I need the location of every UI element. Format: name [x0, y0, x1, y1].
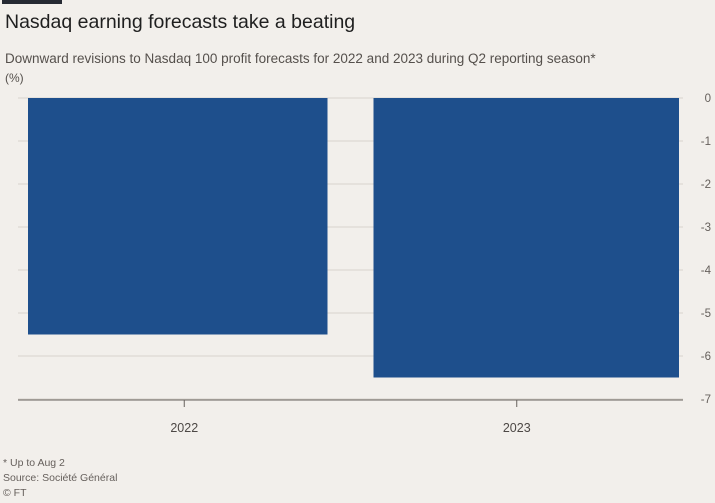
chart-subtitle: Downward revisions to Nasdaq 100 profit …	[5, 51, 596, 66]
copyright-note: © FT	[3, 487, 27, 499]
chart-title: Nasdaq earning forecasts take a beating	[5, 11, 356, 33]
brand-bar	[2, 0, 62, 4]
y-tick-label: -2	[701, 179, 711, 191]
y-tick-label: -4	[701, 265, 712, 277]
x-tick-label: 2022	[170, 421, 198, 435]
bar-2023	[373, 98, 679, 378]
y-tick-label: -6	[701, 351, 711, 363]
bar-2022	[28, 98, 328, 335]
y-axis-unit: (%)	[5, 71, 24, 85]
source-note: Source: Société Général	[3, 472, 118, 484]
y-tick-label: -7	[701, 394, 711, 406]
y-tick-label: -1	[701, 136, 711, 148]
x-tick-label: 2023	[503, 421, 531, 435]
y-tick-label: -3	[701, 222, 711, 234]
footnote: * Up to Aug 2	[3, 457, 65, 469]
y-tick-label: 0	[705, 93, 711, 105]
y-tick-label: -5	[701, 308, 711, 320]
